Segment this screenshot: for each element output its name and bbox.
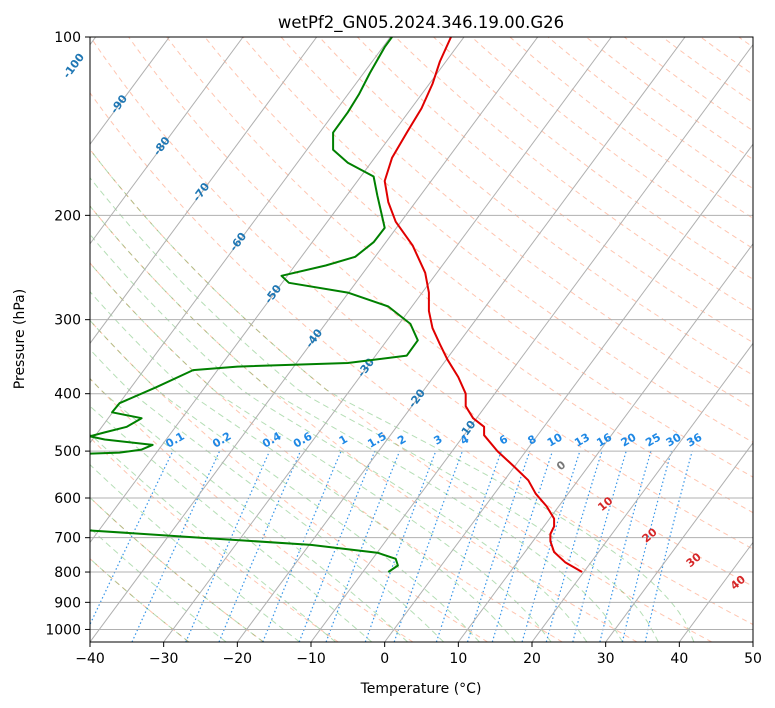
isotherm-line: [605, 442, 753, 642]
isotherm-line: [310, 43, 753, 642]
mixing-ratio-line: [90, 450, 174, 626]
y-tick-label: 1000: [45, 622, 81, 638]
y-axis-label: Pressure (hPa): [12, 289, 28, 389]
x-tick-label: 30: [597, 651, 615, 667]
chart-title: wetPf2_GN05.2024.346.19.00.G26: [278, 13, 564, 33]
mixing-ratio-line: [491, 450, 554, 642]
y-tick-label: 100: [54, 30, 81, 46]
x-tick-label: 40: [670, 651, 688, 667]
x-tick-label: −20: [223, 651, 253, 667]
x-tick-label: 10: [449, 651, 467, 667]
dry-adiabat-line: [433, 37, 753, 280]
dry-adiabat-line: [357, 37, 753, 344]
mixing-ratio-line: [644, 450, 693, 642]
isotherm-line: [163, 37, 612, 642]
x-tick-label: −40: [75, 651, 105, 667]
y-tick-label: 400: [54, 387, 81, 403]
moist-adiabat-line: [90, 205, 624, 642]
dry-adiabat-line: [471, 37, 753, 250]
y-tick-label: 700: [54, 531, 81, 547]
isotherm-line: [90, 37, 244, 245]
dewpoint-profile-line: [90, 37, 419, 573]
isotherm-line: [457, 242, 753, 642]
mixing-ratio-line: [218, 450, 302, 642]
moist-adiabat-line: [90, 464, 301, 642]
isotherm-line: [90, 37, 170, 146]
isotherm-line: [90, 37, 539, 642]
dry-adiabat-line: [90, 148, 712, 642]
moist-adiabat-line: [90, 348, 445, 642]
x-tick-label: 20: [523, 651, 541, 667]
mixing-ratio-line: [572, 450, 627, 642]
mixing-ratio-line: [364, 450, 437, 642]
y-tick-label: 300: [54, 313, 81, 329]
dry-adiabat-line: [280, 37, 753, 409]
moist-adiabat-line: [90, 496, 264, 642]
mixing-ratio-line: [466, 450, 531, 642]
y-tick-label: 800: [54, 565, 81, 581]
moist-adiabat-line: [90, 148, 695, 642]
plot-frame: [89, 36, 754, 643]
x-axis-label: Temperature (°C): [360, 681, 482, 697]
dry-adiabat-line: [90, 37, 753, 587]
x-tick-label: −10: [296, 651, 326, 667]
moist-adiabat-line: [90, 290, 516, 642]
dry-adiabat-line: [90, 377, 414, 642]
x-tick-label: −30: [149, 651, 179, 667]
sounding-profiles: [90, 37, 583, 573]
moist-adiabat-line: [90, 233, 588, 642]
dry-adiabat-line: [242, 37, 753, 443]
isotherm-line: [90, 37, 465, 544]
dry-adiabat-line: [90, 205, 638, 642]
isotherm-line: [531, 342, 753, 642]
y-tick-label: 500: [54, 444, 81, 460]
y-tick-label: 600: [54, 491, 81, 507]
background-lines: [90, 37, 753, 642]
mixing-ratio-line: [435, 450, 502, 642]
temperature-profile-line: [383, 37, 583, 573]
moist-adiabat-line: [90, 319, 480, 642]
moist-adiabat-line: [90, 176, 659, 642]
mixing-ratio-line: [131, 450, 221, 642]
axis-ticks: −40 −30 −20 −10 0 10 20 30 40 50 100 200 300 400 500 60…: [45, 30, 762, 667]
isotherm-line: [384, 143, 753, 642]
mixing-ratio-line: [393, 450, 463, 642]
y-tick-label: 200: [54, 208, 81, 224]
isotherm-line: [236, 37, 686, 642]
dry-adiabat-line: [90, 92, 753, 626]
x-tick-label: 0: [380, 651, 389, 667]
mixing-ratio-line: [599, 450, 652, 642]
mixing-ratio-line: [521, 450, 581, 642]
isotherm-line: [90, 37, 318, 345]
isotherm-line: [90, 37, 391, 444]
dry-adiabat-line: [318, 37, 753, 376]
mixing-ratio-line: [621, 450, 672, 642]
y-tick-label: 900: [54, 595, 81, 611]
dry-adiabat-line: [395, 37, 753, 312]
x-tick-label: 50: [744, 651, 762, 667]
dry-adiabat-line: [585, 37, 753, 160]
